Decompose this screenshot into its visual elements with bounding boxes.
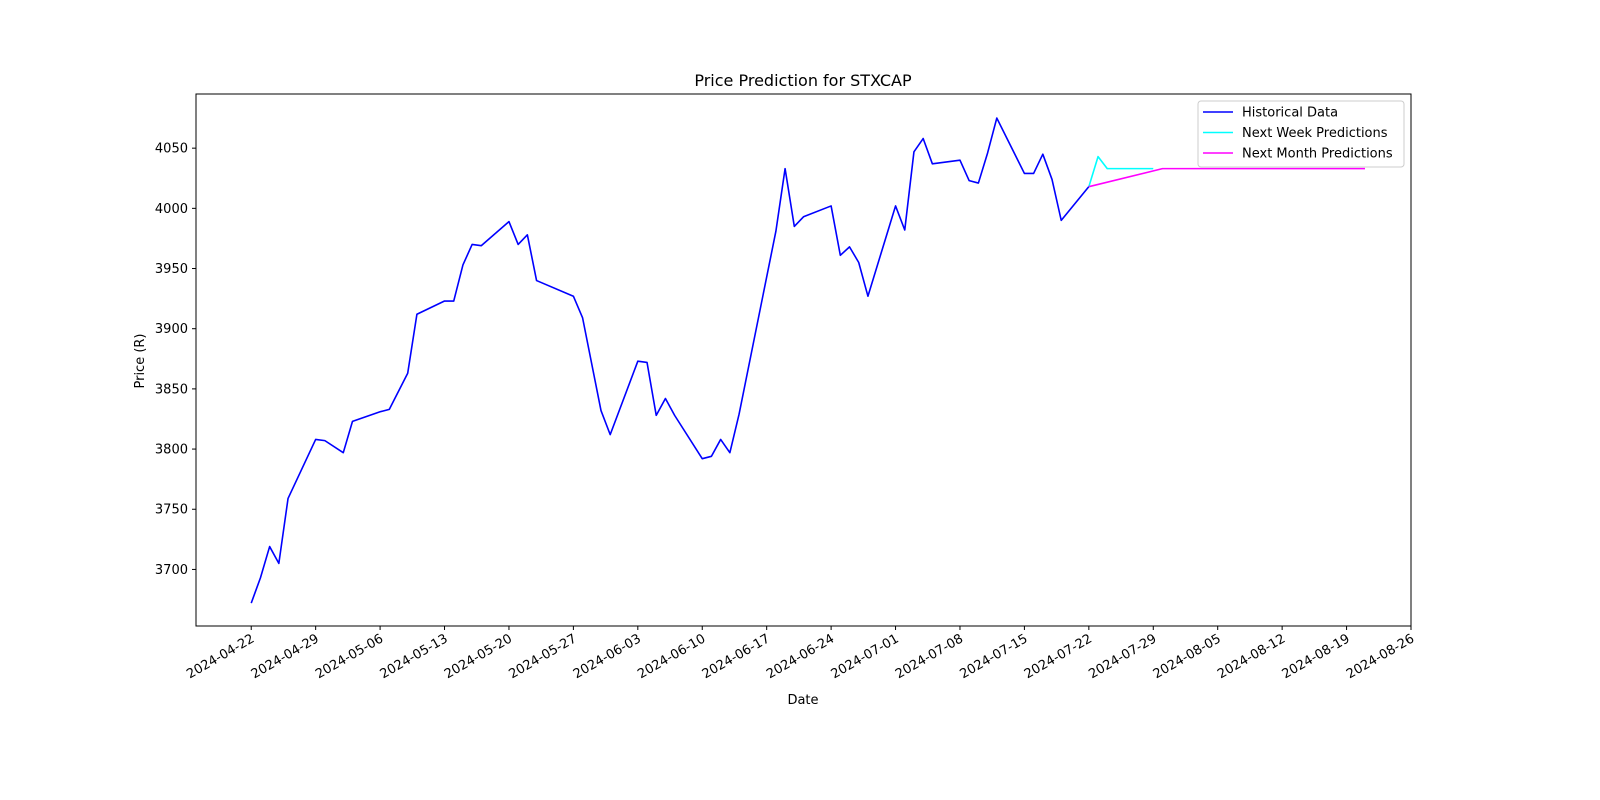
x-tick-label: 2024-06-17 [700, 631, 773, 682]
y-axis-label: Price (R) [133, 333, 148, 388]
x-tick-label: 2024-06-10 [635, 631, 708, 682]
plot-area [195, 93, 1412, 627]
y-tick-label: 3700 [155, 563, 188, 578]
legend-label-next-week-predictions: Next Week Predictions [1242, 126, 1388, 141]
legend-label-next-month-predictions: Next Month Predictions [1242, 147, 1393, 162]
x-tick-label: 2024-08-05 [1151, 631, 1224, 682]
x-tick-label: 2024-04-29 [249, 631, 322, 682]
x-tick-label: 2024-08-26 [1344, 631, 1417, 682]
chart-title: Price Prediction for STXCAP [694, 71, 912, 90]
series-line-next-month-predictions [1088, 167, 1365, 188]
x-tick-label: 2024-05-20 [442, 631, 515, 682]
x-tick-label: 2024-05-13 [378, 631, 451, 682]
x-tick-label: 2024-05-06 [313, 631, 386, 682]
series-layer [250, 117, 1365, 604]
y-tick-label: 4050 [155, 142, 188, 157]
y-axis: 3700 3750 3800 3850 3900 3950 4000 4050 [155, 142, 196, 578]
y-tick-label: 3850 [155, 382, 188, 397]
x-tick-label: 2024-07-15 [957, 631, 1030, 682]
x-axis-label: Date [787, 693, 818, 708]
x-axis: 2024-04-222024-04-292024-05-062024-05-13… [184, 626, 1417, 682]
x-tick-label: 2024-05-27 [506, 631, 579, 682]
y-tick-label: 4000 [155, 202, 188, 217]
legend: Historical Data Next Week Predictions Next… [1197, 100, 1405, 168]
x-tick-label: 2024-06-24 [764, 631, 837, 682]
x-tick-label: 2024-04-22 [184, 631, 257, 682]
x-tick-label: 2024-07-29 [1086, 631, 1159, 682]
legend-label-historical-data: Historical Data [1242, 106, 1338, 121]
series-line-next-week-predictions [1088, 155, 1154, 187]
x-tick-label: 2024-06-03 [571, 631, 644, 682]
x-tick-label: 2024-07-08 [893, 631, 966, 682]
x-tick-label: 2024-08-19 [1280, 631, 1353, 682]
x-tick-label: 2024-07-22 [1022, 631, 1095, 682]
y-tick-label: 3750 [155, 503, 188, 518]
y-tick-label: 3900 [155, 322, 188, 337]
y-tick-label: 3950 [155, 262, 188, 277]
x-tick-label: 2024-07-01 [829, 631, 902, 682]
legend-box [1197, 100, 1405, 168]
series-line-historical-data [250, 117, 1090, 604]
y-tick-label: 3800 [155, 443, 188, 458]
x-tick-label: 2024-08-12 [1215, 631, 1288, 682]
